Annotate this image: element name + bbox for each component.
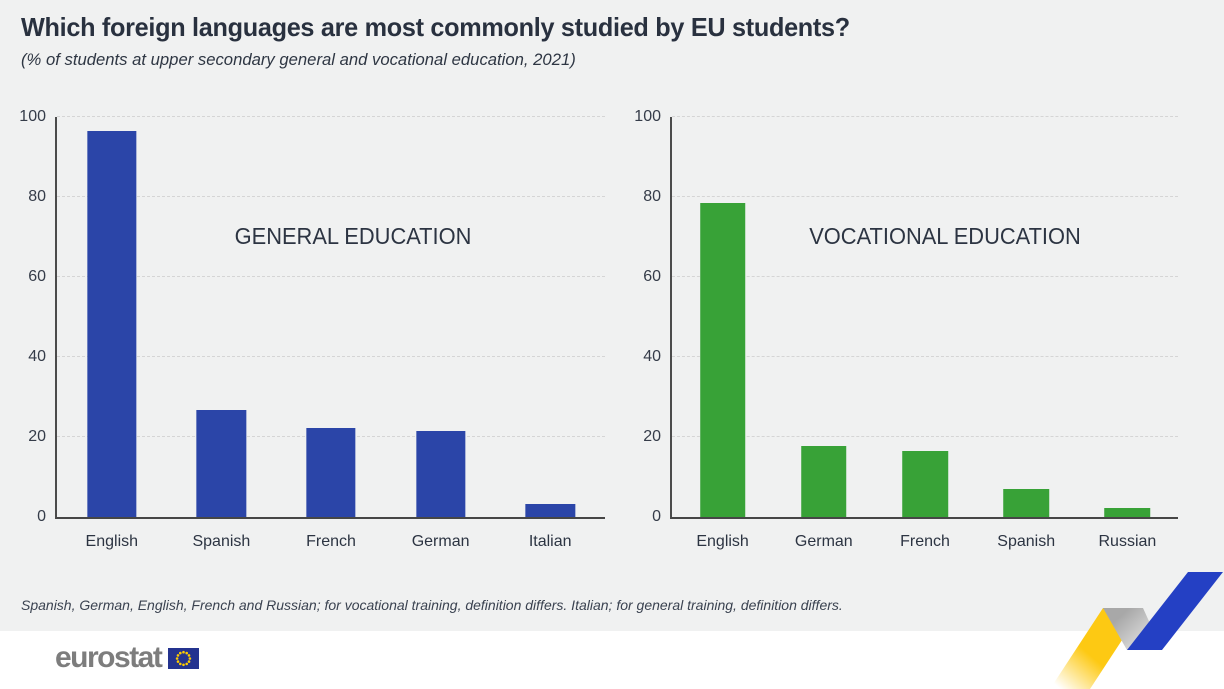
eurostat-logo: eurostat — [55, 641, 200, 674]
x-label-french: French — [306, 533, 356, 550]
y-tick-label-20: 20 — [28, 428, 46, 445]
footnote: Spanish, German, English, French and Rus… — [21, 597, 843, 613]
footer-band: eurostat — [0, 631, 1224, 689]
gridline-80 — [57, 196, 605, 197]
bar-spanish — [1003, 489, 1049, 517]
x-label-german: German — [411, 533, 470, 550]
y-tick-label-40: 40 — [28, 348, 46, 365]
bar-french — [902, 451, 948, 517]
chart-vocational-education: 0 20 40 60 80 100 English German French Spanish Ru… — [634, 108, 1178, 550]
y-tick-label-20: 20 — [643, 428, 661, 445]
page-subtitle: (% of students at upper secondary genera… — [21, 50, 576, 69]
chart-title: GENERAL EDUCATION — [234, 223, 472, 249]
y-tick-label-60: 60 — [643, 268, 661, 285]
gridline-60 — [672, 276, 1178, 277]
x-label-french: French — [900, 533, 950, 550]
ribbon-blue-segment — [1127, 572, 1223, 650]
eu-flag-icon — [168, 647, 200, 669]
chart-general-education: 0 20 40 60 80 100 English Spanish French German It… — [19, 108, 605, 550]
gridline-20 — [672, 436, 1178, 437]
gridline-100 — [672, 116, 1178, 117]
bar-english — [699, 203, 746, 517]
gridline-40 — [57, 356, 605, 357]
y-tick-label-100: 100 — [19, 108, 46, 125]
x-label-english: English — [696, 533, 749, 550]
bar-russian — [1104, 507, 1151, 517]
bar-french — [306, 428, 356, 517]
gridline-40 — [672, 356, 1178, 357]
bar-english — [87, 131, 137, 517]
x-label-italian: Italian — [528, 533, 572, 550]
y-tick-label-40: 40 — [643, 348, 661, 365]
gridline-100 — [57, 116, 605, 117]
y-tick-label-80: 80 — [28, 188, 46, 205]
eu-flag-stars — [176, 650, 192, 666]
page-title: Which foreign languages are most commonl… — [21, 12, 850, 42]
eurostat-logo-text: eurostat — [55, 641, 163, 674]
bar-italian — [525, 503, 575, 517]
x-label-russian: Russian — [1098, 533, 1157, 550]
y-tick-label-0: 0 — [652, 508, 661, 525]
trend-ribbon-icon — [1050, 572, 1223, 689]
x-label-spanish: Spanish — [997, 533, 1056, 550]
x-label-german: German — [794, 533, 853, 550]
gridline-80 — [672, 196, 1178, 197]
x-label-english: English — [85, 533, 139, 550]
bar-german — [415, 430, 466, 517]
bar-spanish — [196, 409, 247, 517]
x-label-spanish: Spanish — [192, 533, 251, 550]
y-tick-label-100: 100 — [634, 108, 661, 125]
gridline-60 — [57, 276, 605, 277]
y-tick-label-80: 80 — [643, 188, 661, 205]
chart-title: VOCATIONAL EDUCATION — [809, 223, 1082, 249]
bar-german — [801, 445, 847, 517]
y-tick-label-0: 0 — [37, 508, 46, 525]
y-tick-label-60: 60 — [28, 268, 46, 285]
